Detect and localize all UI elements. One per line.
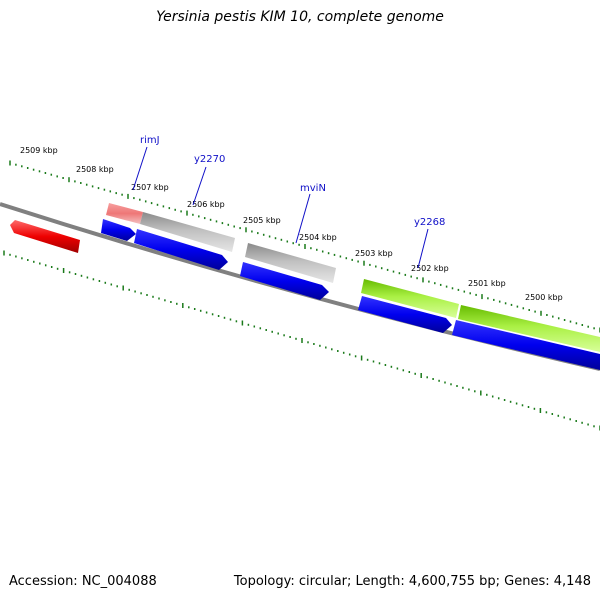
topology-info-text: Topology: circular; Length: 4,600,755 bp… [233, 574, 591, 589]
kbp-label-2504: 2504 kbp [299, 233, 337, 242]
outer-tick-row [9, 160, 600, 333]
kbp-label-2507: 2507 kbp [131, 183, 169, 192]
kbp-label-2506: 2506 kbp [187, 200, 225, 209]
gene-label-mvin[interactable]: mviN [300, 183, 326, 194]
kbp-label-2509: 2509 kbp [20, 146, 58, 155]
leader-y2270 [192, 166, 207, 206]
kbp-label-2500: 2500 kbp [525, 293, 563, 302]
cds-arrow-red[interactable] [10, 220, 80, 253]
accession-text: Accession: NC_004088 [9, 574, 157, 589]
leader-mvin [295, 193, 311, 244]
cds-arrow-4[interactable] [358, 296, 452, 333]
map-title: Yersinia pestis KIM 10, complete genome [156, 9, 444, 25]
kbp-label-2501: 2501 kbp [468, 279, 506, 288]
cds-arrow-3[interactable] [240, 262, 329, 300]
feature-y2268-green[interactable] [361, 279, 459, 318]
cds-arrow-1[interactable] [101, 219, 136, 241]
feature-green-2[interactable] [458, 305, 600, 352]
cds-arrow-5[interactable] [452, 320, 600, 370]
feature-rimj-light-red[interactable] [106, 203, 143, 224]
leader-y2268 [417, 228, 429, 269]
kbp-labels: 2509 kbp 2508 kbp 2507 kbp 2506 kbp 2505… [20, 146, 563, 302]
feature-y2270-gray[interactable] [140, 212, 235, 252]
leader-rimj [132, 146, 148, 191]
kbp-label-2502: 2502 kbp [411, 264, 449, 273]
cds-arrow-2[interactable] [134, 229, 228, 270]
feature-mvin-gray[interactable] [245, 243, 336, 283]
kbp-label-2505: 2505 kbp [243, 216, 281, 225]
gene-label-y2270[interactable]: y2270 [194, 154, 225, 165]
gene-label-rimj[interactable]: rimJ [140, 135, 160, 146]
kbp-label-2508: 2508 kbp [76, 165, 114, 174]
inner-tick-row [3, 250, 600, 431]
gene-leader-lines [132, 146, 429, 269]
gene-label-y2268[interactable]: y2268 [414, 217, 445, 228]
kbp-label-2503: 2503 kbp [355, 249, 393, 258]
